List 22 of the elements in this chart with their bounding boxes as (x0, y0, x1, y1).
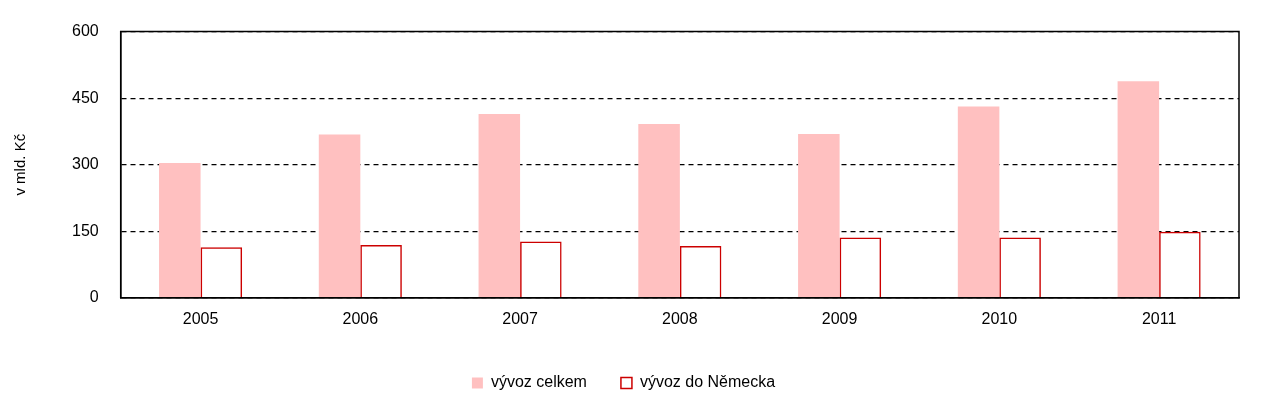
bar (638, 123, 680, 298)
bar (478, 114, 521, 298)
y-tick-label: 600 (71, 22, 99, 40)
bar (1117, 81, 1160, 298)
y-tick-label: 300 (71, 155, 99, 173)
x-tick-label: 2005 (182, 309, 219, 327)
y-tick-label: 0 (89, 288, 99, 306)
x-tick-label: 2011 (1141, 309, 1177, 327)
bar (159, 162, 201, 298)
bar (957, 106, 1000, 298)
x-tick-label: 2009 (821, 309, 858, 327)
x-tick-label: 2007 (502, 309, 538, 327)
bar (798, 134, 840, 298)
x-tick-label: 2010 (981, 309, 1018, 327)
y-tick-label: 150 (71, 221, 99, 239)
x-tick-label: 2008 (662, 309, 698, 327)
y-tick-label: 450 (71, 88, 99, 106)
legend-label: vývoz do Německa (639, 373, 776, 391)
y-axis-title: v mld. Kč (11, 133, 29, 196)
x-tick-label: 2006 (342, 309, 379, 327)
legend-label: vývoz celkem (490, 373, 587, 391)
bar (318, 134, 361, 298)
